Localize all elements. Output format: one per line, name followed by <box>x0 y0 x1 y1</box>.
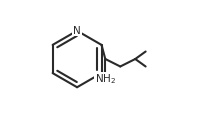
Text: N: N <box>73 26 81 36</box>
Text: NH$_2$: NH$_2$ <box>95 72 116 86</box>
